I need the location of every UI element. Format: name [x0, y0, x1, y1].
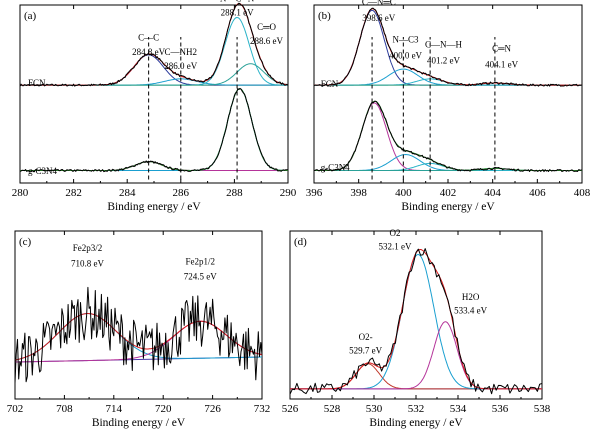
envelope-a: [20, 88, 288, 171]
raw-spectrum-b: [313, 100, 583, 173]
peak-annotation-c: 724.5 eV: [184, 272, 217, 282]
x-tick-label-c: 726: [204, 403, 221, 415]
x-axis-label-a: Binding energy / eV: [107, 201, 201, 213]
panel-label-a: (a): [24, 10, 37, 22]
x-tick-label-a: 290: [280, 187, 297, 199]
panel-label-d: (d): [294, 236, 307, 248]
peak-annotation-a: C—NH2: [165, 47, 198, 57]
peak-annotation-a: 284.8 eV: [132, 47, 165, 57]
peak-annotation-b: C═N: [492, 43, 511, 53]
sample-label-a: FCN: [28, 78, 46, 88]
x-tick-label-c: 732: [254, 403, 271, 415]
peak-annotation-c: Fe2p1/2: [185, 257, 215, 267]
sample-label-b: g-C3N4: [321, 163, 350, 173]
x-tick-label-d: 532: [408, 403, 425, 415]
x-axis-label-d: Binding energy / eV: [369, 417, 463, 429]
x-tick-label-d: 534: [450, 403, 467, 415]
raw-spectrum-a: [19, 87, 289, 173]
raw-spectrum-d: [289, 248, 543, 395]
fit-component-d: [290, 363, 542, 390]
sample-label-a: g-C3N4: [28, 166, 57, 176]
peak-annotation-a: C═O: [257, 22, 276, 32]
plot-frame-c: [14, 230, 263, 400]
x-tick-label-a: 286: [173, 187, 190, 199]
panel-d: 526 528 530 532 534 536 538 Binding energy / eV…: [282, 228, 551, 429]
fit-component-a: [20, 88, 288, 171]
x-tick-label-c: 714: [106, 403, 123, 415]
peak-annotation-b: 400.0 eV: [389, 50, 422, 60]
x-tick-label-d: 538: [534, 403, 551, 415]
x-tick-label-b: 404: [484, 187, 501, 199]
peak-annotation-d: 532.1 eV: [379, 241, 412, 251]
peak-annotation-b: C—N═C: [362, 0, 396, 7]
x-tick-label-d: 528: [324, 403, 341, 415]
envelope-b: [314, 100, 582, 171]
x-tick-label-b: 396: [306, 187, 323, 199]
fit-component-d: [290, 321, 542, 390]
fit-component-a: [20, 63, 289, 86]
fit-component-b: [314, 102, 582, 171]
x-axis-label-b: Binding energy / eV: [401, 201, 495, 213]
peak-annotation-d: 529.7 eV: [349, 346, 382, 356]
peak-annotation-c: Fe2p3/2: [73, 243, 103, 253]
x-tick-label-c: 708: [56, 403, 73, 415]
x-tick-label-b: 408: [574, 187, 591, 199]
fit-component-a: [20, 54, 288, 86]
panel-label-c: (c): [19, 236, 32, 248]
peak-annotation-a: N—C═N: [220, 0, 255, 3]
x-tick-label-d: 536: [492, 403, 509, 415]
raw-spectrum-b: [313, 7, 583, 87]
fit-component-a: [20, 78, 288, 86]
x-tick-label-c: 702: [7, 403, 24, 415]
x-tick-label-d: 526: [282, 403, 299, 415]
peak-annotation-b: 401.2 eV: [427, 56, 460, 66]
peak-annotation-b: 404.1 eV: [485, 59, 518, 69]
peak-annotation-c: 710.8 eV: [71, 258, 104, 268]
peak-annotation-d: H2O: [462, 292, 480, 302]
panel-label-b: (b): [318, 10, 331, 22]
x-tick-label-b: 398: [350, 187, 367, 199]
peak-annotation-b: C—N—H: [425, 40, 463, 50]
plot-frame-b: [313, 4, 583, 184]
x-tick-label-b: 402: [440, 187, 457, 199]
peak-annotation-d: O2: [390, 228, 401, 238]
peak-annotation-a: 286.0 eV: [164, 61, 197, 71]
panel-c: 702 708 714 720 726 732 Binding energy / eV (c)…: [7, 230, 271, 429]
x-axis-label-c: Binding energy / eV: [92, 417, 186, 429]
envelope-d: [290, 249, 542, 390]
peak-annotation-d: 533.4 eV: [454, 305, 487, 315]
peak-annotation-a: C—C: [138, 33, 159, 43]
peak-annotation-a: 288.1 eV: [221, 8, 254, 18]
x-tick-label-a: 282: [65, 187, 82, 199]
fit-component-d: [290, 254, 542, 390]
panel-b: 396 398 400 402 404 406 408 Binding energy / eV…: [306, 0, 591, 213]
sample-label-b: FCN: [321, 79, 339, 89]
raw-spectrum-c: [14, 286, 263, 384]
panel-a: 280 282 284 286 288 290 Binding energy / eV (a)…: [12, 0, 297, 213]
x-tick-label-c: 720: [155, 403, 172, 415]
raw-spectrum-a: [19, 2, 289, 87]
peak-annotation-b: N—C3: [393, 34, 420, 44]
x-tick-label-a: 280: [12, 187, 29, 199]
x-tick-label-d: 530: [366, 403, 383, 415]
x-tick-label-b: 400: [395, 187, 412, 199]
x-tick-label-a: 284: [119, 187, 136, 199]
x-tick-label-b: 406: [529, 187, 546, 199]
x-tick-label-a: 288: [226, 187, 243, 199]
peak-annotation-b: 398.6 eV: [362, 13, 395, 23]
peak-annotation-a: 288.6 eV: [250, 36, 283, 46]
peak-annotation-d: O2-: [359, 332, 373, 342]
